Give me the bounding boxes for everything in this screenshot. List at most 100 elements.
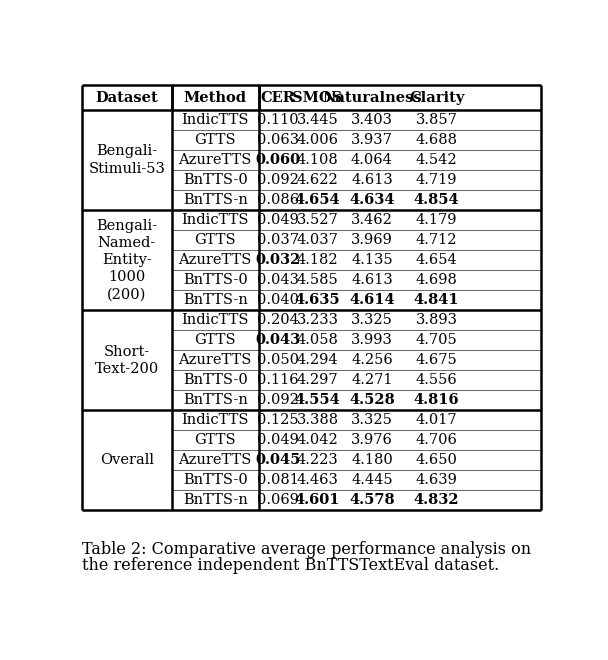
Text: 0.043: 0.043 — [257, 273, 299, 287]
Text: 4.654: 4.654 — [295, 193, 340, 207]
Text: CER: CER — [260, 90, 295, 105]
Text: IndicTTS: IndicTTS — [182, 113, 249, 127]
Text: 4.705: 4.705 — [416, 333, 457, 347]
Text: BnTTS-n: BnTTS-n — [183, 393, 247, 407]
Text: 4.017: 4.017 — [416, 413, 457, 427]
Text: 4.542: 4.542 — [416, 153, 457, 167]
Text: AzureTTS: AzureTTS — [179, 253, 252, 267]
Text: IndicTTS: IndicTTS — [182, 213, 249, 227]
Text: 0.204: 0.204 — [257, 314, 299, 327]
Text: 3.893: 3.893 — [416, 314, 458, 327]
Text: Dataset: Dataset — [95, 90, 158, 105]
Text: 0.086: 0.086 — [257, 193, 299, 207]
Text: 3.445: 3.445 — [297, 113, 339, 127]
Text: 4.650: 4.650 — [416, 453, 458, 467]
Text: 0.040: 0.040 — [257, 293, 299, 307]
Text: 4.688: 4.688 — [416, 133, 458, 147]
Text: Overall: Overall — [100, 453, 154, 467]
Text: BnTTS-n: BnTTS-n — [183, 193, 247, 207]
Text: 0.037: 0.037 — [257, 233, 299, 247]
Text: 4.635: 4.635 — [295, 293, 340, 307]
Text: 0.043: 0.043 — [255, 333, 300, 347]
Text: 3.976: 3.976 — [351, 434, 393, 447]
Text: 0.049: 0.049 — [257, 434, 299, 447]
Text: 0.110: 0.110 — [257, 113, 299, 127]
Text: IndicTTS: IndicTTS — [182, 314, 249, 327]
Text: Method: Method — [184, 90, 247, 105]
Text: 4.613: 4.613 — [351, 173, 393, 187]
Text: 0.092: 0.092 — [257, 173, 299, 187]
Text: BnTTS-n: BnTTS-n — [183, 293, 247, 307]
Text: 3.388: 3.388 — [297, 413, 339, 427]
Text: 4.622: 4.622 — [297, 173, 339, 187]
Text: 4.006: 4.006 — [297, 133, 339, 147]
Text: 4.445: 4.445 — [351, 473, 393, 487]
Text: 4.639: 4.639 — [416, 473, 458, 487]
Text: 4.698: 4.698 — [416, 273, 458, 287]
Text: 3.403: 3.403 — [351, 113, 393, 127]
Text: 4.634: 4.634 — [349, 193, 395, 207]
Text: 4.064: 4.064 — [351, 153, 393, 167]
Text: Clarity: Clarity — [409, 90, 465, 105]
Text: 4.706: 4.706 — [416, 434, 458, 447]
Text: 0.050: 0.050 — [257, 353, 299, 367]
Text: 4.556: 4.556 — [416, 374, 457, 387]
Text: the reference independent BnTTSTextEval dataset.: the reference independent BnTTSTextEval … — [82, 557, 499, 574]
Text: Short-
Text-200: Short- Text-200 — [95, 345, 159, 376]
Text: 3.325: 3.325 — [351, 413, 393, 427]
Text: 0.116: 0.116 — [257, 374, 299, 387]
Text: GTTS: GTTS — [195, 233, 236, 247]
Text: 4.712: 4.712 — [416, 233, 457, 247]
Text: 4.854: 4.854 — [414, 193, 460, 207]
Text: 4.528: 4.528 — [349, 393, 395, 407]
Text: 4.037: 4.037 — [297, 233, 339, 247]
Text: Naturalness: Naturalness — [322, 90, 422, 105]
Text: GTTS: GTTS — [195, 333, 236, 347]
Text: 0.125: 0.125 — [257, 413, 299, 427]
Text: BnTTS-0: BnTTS-0 — [183, 374, 247, 387]
Text: 3.462: 3.462 — [351, 213, 393, 227]
Text: SMOS: SMOS — [292, 90, 343, 105]
Text: 4.256: 4.256 — [351, 353, 393, 367]
Text: 3.969: 3.969 — [351, 233, 393, 247]
Text: 3.527: 3.527 — [297, 213, 339, 227]
Text: 4.654: 4.654 — [416, 253, 457, 267]
Text: 3.233: 3.233 — [297, 314, 339, 327]
Text: 0.060: 0.060 — [255, 153, 300, 167]
Text: 4.601: 4.601 — [295, 494, 340, 508]
Text: 4.042: 4.042 — [297, 434, 339, 447]
Text: 0.045: 0.045 — [255, 453, 300, 467]
Text: 0.092: 0.092 — [257, 393, 299, 407]
Text: 0.069: 0.069 — [257, 494, 299, 508]
Text: BnTTS-n: BnTTS-n — [183, 494, 247, 508]
Text: 4.179: 4.179 — [416, 213, 457, 227]
Text: 4.719: 4.719 — [416, 173, 457, 187]
Text: 3.937: 3.937 — [351, 133, 393, 147]
Text: GTTS: GTTS — [195, 133, 236, 147]
Text: 4.463: 4.463 — [297, 473, 339, 487]
Text: 4.180: 4.180 — [351, 453, 393, 467]
Text: 4.297: 4.297 — [297, 374, 339, 387]
Text: 4.832: 4.832 — [414, 494, 460, 508]
Text: 4.578: 4.578 — [349, 494, 395, 508]
Text: 3.325: 3.325 — [351, 314, 393, 327]
Text: 4.108: 4.108 — [297, 153, 339, 167]
Text: 0.063: 0.063 — [257, 133, 299, 147]
Text: BnTTS-0: BnTTS-0 — [183, 473, 247, 487]
Text: 4.223: 4.223 — [297, 453, 339, 467]
Text: 0.049: 0.049 — [257, 213, 299, 227]
Text: 4.294: 4.294 — [297, 353, 339, 367]
Text: 4.058: 4.058 — [297, 333, 339, 347]
Text: 0.032: 0.032 — [255, 253, 300, 267]
Text: IndicTTS: IndicTTS — [182, 413, 249, 427]
Text: 0.081: 0.081 — [257, 473, 299, 487]
Text: Table 2: Comparative average performance analysis on: Table 2: Comparative average performance… — [82, 541, 531, 558]
Text: 4.675: 4.675 — [416, 353, 457, 367]
Text: Bengali-
Stimuli-53: Bengali- Stimuli-53 — [89, 145, 165, 176]
Text: 4.816: 4.816 — [414, 393, 460, 407]
Text: 4.182: 4.182 — [297, 253, 339, 267]
Text: 4.614: 4.614 — [349, 293, 395, 307]
Text: BnTTS-0: BnTTS-0 — [183, 273, 247, 287]
Text: AzureTTS: AzureTTS — [179, 453, 252, 467]
Text: AzureTTS: AzureTTS — [179, 353, 252, 367]
